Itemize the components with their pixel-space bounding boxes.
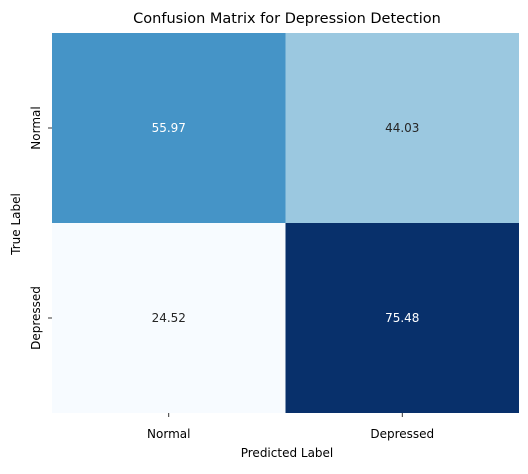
heatmap-value-label-1-0: 24.52 <box>152 311 186 325</box>
heatmap-cell-0-1 <box>285 33 519 223</box>
x-tick-label-1: Depressed <box>370 427 434 441</box>
heatmap-value-label-1-1: 75.48 <box>385 311 419 325</box>
y-tick-label-1: Depressed <box>29 286 43 350</box>
y-axis-ticks: Normal Depressed <box>29 106 52 350</box>
x-tick-label-0: Normal <box>147 427 190 441</box>
chart-title: Confusion Matrix for Depression Detectio… <box>133 11 441 27</box>
x-axis-ticks: Normal Depressed <box>147 413 434 441</box>
y-axis-label: True Label <box>9 193 23 256</box>
heatmap-value-label-0-1: 44.03 <box>385 121 419 135</box>
heatmap-cell-1-1 <box>285 223 519 413</box>
heatmap-value-labels: 55.97 44.03 24.52 75.48 <box>152 121 420 325</box>
heatmap-cell-1-0 <box>52 223 286 413</box>
y-tick-label-0: Normal <box>29 106 43 149</box>
heatmap-cell-0-0 <box>52 33 286 223</box>
heatmap-value-label-0-0: 55.97 <box>152 121 186 135</box>
x-axis-label: Predicted Label <box>241 446 334 460</box>
heatmap-cells <box>52 33 519 413</box>
